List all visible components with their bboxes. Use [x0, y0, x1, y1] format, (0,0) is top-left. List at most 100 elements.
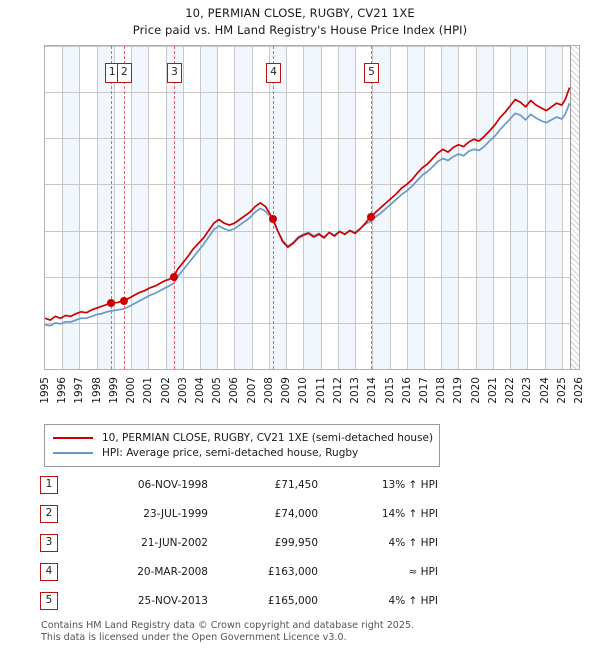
- x-axis-tick-label: 1997: [73, 377, 86, 404]
- transaction-point[interactable]: [107, 299, 116, 308]
- gridline-vertical: [251, 46, 253, 369]
- year-band: [510, 46, 528, 369]
- legend-label: 10, PERMIAN CLOSE, RUGBY, CV21 1XE (semi…: [102, 431, 434, 444]
- transaction-marker-badge[interactable]: 2: [117, 63, 132, 83]
- gridline-vertical: [131, 46, 133, 369]
- row-hpi-delta: ≈ HPI: [408, 565, 438, 578]
- row-price: £71,450: [274, 478, 318, 491]
- gridline-vertical: [62, 46, 64, 369]
- legend-label: HPI: Average price, semi-detached house,…: [102, 446, 359, 459]
- footer-line-1: Contains HM Land Registry data © Crown c…: [41, 620, 415, 631]
- x-axis-tick-label: 2007: [245, 377, 258, 404]
- table-row[interactable]: 4 20-MAR-2008 £163,000 ≈ HPI: [40, 557, 440, 586]
- legend-color-swatch: [53, 451, 93, 454]
- transaction-marker-line: [123, 46, 125, 369]
- x-axis-tick-label: 2018: [435, 377, 448, 404]
- x-axis-tick-label: 2002: [159, 377, 172, 404]
- x-axis-tick-label: 2022: [504, 377, 517, 404]
- x-axis-tick-label: 1995: [39, 377, 51, 404]
- x-axis-tick-label: 2021: [486, 377, 499, 404]
- gridline-vertical: [510, 46, 512, 369]
- table-row[interactable]: 1 06-NOV-1998 £71,450 13% ↑ HPI: [40, 470, 440, 499]
- transaction-point[interactable]: [268, 214, 277, 223]
- row-price: £74,000: [274, 507, 318, 520]
- gridline-vertical: [165, 46, 167, 369]
- gridline-vertical: [268, 46, 270, 369]
- transaction-marker-badge[interactable]: 3: [167, 63, 182, 83]
- x-axis-tick-label: 2009: [280, 377, 293, 404]
- x-axis-tick-label: 2010: [297, 377, 310, 404]
- gridline-vertical: [303, 46, 305, 369]
- row-index-badge: 3: [40, 533, 58, 552]
- table-row[interactable]: 3 21-JUN-2002 £99,950 4% ↑ HPI: [40, 528, 440, 557]
- gridline-vertical: [234, 46, 236, 369]
- x-axis-tick-label: 2020: [469, 377, 482, 404]
- row-price: £99,950: [274, 536, 318, 549]
- year-band: [96, 46, 114, 369]
- row-date: 06-NOV-1998: [137, 478, 208, 491]
- gridline-vertical: [372, 46, 374, 369]
- year-band: [62, 46, 80, 369]
- x-axis-tick-label: 2013: [349, 377, 362, 404]
- page-subtitle: Price paid vs. HM Land Registry's House …: [132, 23, 468, 37]
- year-band: [131, 46, 149, 369]
- x-axis-tick-label: 2019: [452, 377, 465, 404]
- x-axis-tick-label: 2023: [521, 377, 534, 404]
- x-axis-tick-label: 2025: [555, 377, 568, 404]
- gridline-vertical: [355, 46, 357, 369]
- gridline-horizontal: [45, 230, 579, 232]
- x-axis-labels: 1995 1996 1997 1998 1999 2000 2001 2002 2003 2004…: [39, 377, 585, 419]
- legend-color-swatch: [53, 436, 93, 439]
- series-line: [45, 102, 571, 327]
- transaction-marker-badge[interactable]: 5: [364, 63, 379, 83]
- x-axis-tick-label: 1998: [90, 377, 103, 404]
- transactions-table: 1 06-NOV-1998 £71,450 13% ↑ HPI 2 23-JUL-1999…: [40, 470, 440, 615]
- gridline-vertical: [441, 46, 443, 369]
- gridline-vertical: [475, 46, 477, 369]
- footer-attribution: Contains HM Land Registry data © Crown c…: [41, 620, 581, 643]
- gridline-vertical: [148, 46, 150, 369]
- x-axis-tick-label: 1999: [107, 377, 120, 404]
- row-hpi-delta: 4% ↑ HPI: [388, 536, 438, 549]
- transaction-marker-badge[interactable]: 4: [266, 63, 281, 83]
- row-hpi-delta: 14% ↑ HPI: [381, 507, 438, 520]
- gridline-vertical: [182, 46, 184, 369]
- transaction-point[interactable]: [169, 272, 178, 281]
- chart-legend: 10, PERMIAN CLOSE, RUGBY, CV21 1XE (semi…: [44, 424, 440, 467]
- gridline-vertical: [320, 46, 322, 369]
- transaction-point[interactable]: [119, 296, 128, 305]
- x-axis-tick-label: 2024: [538, 377, 551, 404]
- x-axis-tick-label: 2005: [211, 377, 224, 404]
- gridline-vertical: [492, 46, 494, 369]
- gridline-vertical: [389, 46, 391, 369]
- x-axis-tick-label: 2000: [125, 377, 138, 404]
- gridline-vertical: [79, 46, 81, 369]
- series-line: [45, 87, 571, 321]
- x-axis-tick-label: 2016: [400, 377, 413, 404]
- chart-area: £0£50K£100K£150K£200K£250K£300K£350K 123…: [0, 40, 600, 404]
- gridline-horizontal: [45, 276, 579, 278]
- row-date: 20-MAR-2008: [137, 565, 208, 578]
- x-axis-tick-label: 2014: [366, 377, 379, 404]
- gridline-vertical: [423, 46, 425, 369]
- table-row[interactable]: 2 23-JUL-1999 £74,000 14% ↑ HPI: [40, 499, 440, 528]
- gridline-horizontal: [45, 184, 579, 186]
- gridline-vertical: [527, 46, 529, 369]
- transaction-marker-line: [370, 46, 372, 369]
- transaction-point[interactable]: [366, 212, 375, 221]
- x-axis-tick-label: 2003: [176, 377, 189, 404]
- transaction-marker-line: [111, 46, 113, 369]
- row-date: 23-JUL-1999: [143, 507, 208, 520]
- gridline-vertical: [337, 46, 339, 369]
- x-axis-tick-label: 2004: [194, 377, 207, 404]
- gridline-horizontal: [45, 138, 579, 140]
- x-axis-tick-label: 2006: [228, 377, 241, 404]
- year-band: [337, 46, 356, 369]
- page-title: 10, PERMIAN CLOSE, RUGBY, CV21 1XE: [185, 6, 415, 20]
- year-band: [406, 46, 424, 369]
- forecast-hatch-region: [569, 46, 579, 369]
- table-row[interactable]: 5 25-NOV-2013 £165,000 4% ↑ HPI: [40, 586, 440, 615]
- x-axis-tick-label: 1996: [56, 377, 69, 404]
- year-band: [475, 46, 493, 369]
- gridline-vertical: [286, 46, 288, 369]
